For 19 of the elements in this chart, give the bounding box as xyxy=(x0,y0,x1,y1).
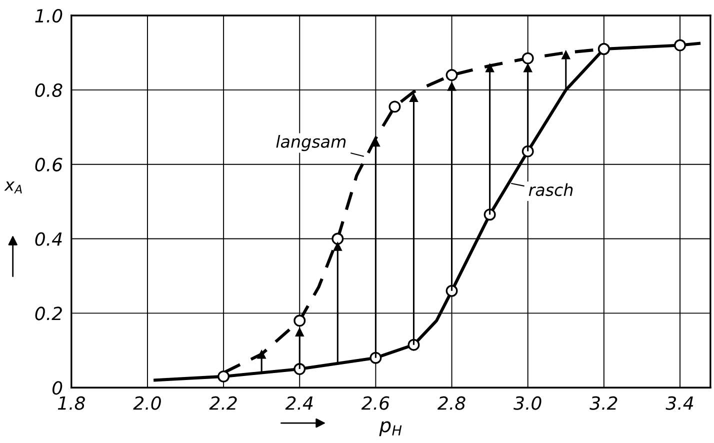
x-tick-label: 2.8 xyxy=(437,396,466,410)
y-tick-label: 0 xyxy=(52,381,62,395)
y-tick-label: 0.8 xyxy=(35,83,62,98)
x-tick-label: 2.2 xyxy=(209,396,237,410)
y-tick-label: 0.6 xyxy=(35,158,62,172)
x-tick-label: 1.8 xyxy=(58,396,85,410)
legend-label: rasch xyxy=(528,183,573,196)
y-tick-label: 0.2 xyxy=(35,306,62,320)
x-tick-label: 3.4 xyxy=(666,396,694,410)
x-tick-label: 3.0 xyxy=(514,396,542,410)
x-axis-title: p$_{H}$ xyxy=(379,421,402,436)
x-tick-label: 2.6 xyxy=(361,396,390,410)
y-tick-label: 0.4 xyxy=(35,232,62,246)
y-axis-title: x$_{A}$ xyxy=(4,181,22,194)
series-label: langsam xyxy=(276,134,346,152)
y-tick-label: 1.0 xyxy=(35,8,62,23)
x-tick-label: 2.4 xyxy=(285,396,313,410)
x-tick-label: 3.2 xyxy=(590,396,618,410)
x-tick-label: 2.0 xyxy=(133,396,161,410)
